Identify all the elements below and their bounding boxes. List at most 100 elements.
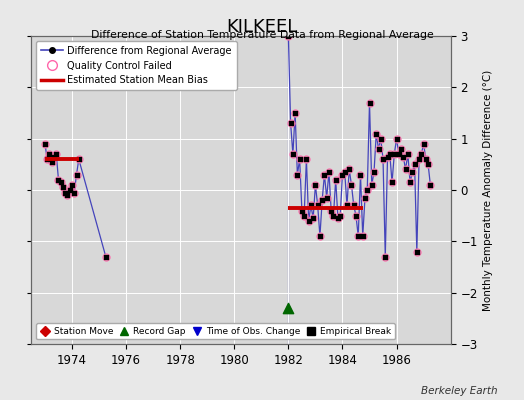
- Point: [296, 156, 304, 162]
- Point: [320, 171, 329, 178]
- Point: [102, 254, 110, 260]
- Point: [377, 136, 385, 142]
- Point: [356, 171, 365, 178]
- Point: [45, 151, 53, 157]
- Point: [325, 169, 333, 175]
- Point: [332, 176, 340, 183]
- Point: [54, 176, 63, 183]
- Point: [343, 202, 351, 209]
- Point: [293, 171, 302, 178]
- Point: [374, 146, 383, 152]
- Point: [63, 192, 72, 198]
- Point: [293, 171, 302, 178]
- Point: [302, 156, 311, 162]
- Point: [313, 202, 322, 209]
- Point: [367, 182, 376, 188]
- Point: [66, 187, 74, 193]
- Point: [419, 141, 428, 147]
- Point: [363, 187, 372, 193]
- Point: [345, 166, 353, 173]
- Point: [352, 212, 360, 219]
- Point: [307, 202, 315, 209]
- Point: [316, 233, 324, 239]
- Point: [336, 212, 344, 219]
- Point: [408, 169, 417, 175]
- Point: [318, 197, 326, 204]
- Point: [347, 182, 356, 188]
- Point: [59, 184, 67, 191]
- Point: [386, 151, 394, 157]
- Point: [311, 182, 320, 188]
- Point: [70, 189, 79, 196]
- Point: [372, 130, 380, 137]
- Point: [72, 171, 81, 178]
- Point: [347, 182, 356, 188]
- Point: [417, 151, 425, 157]
- Point: [422, 156, 430, 162]
- Text: Berkeley Earth: Berkeley Earth: [421, 386, 498, 396]
- Point: [327, 207, 335, 214]
- Point: [395, 151, 403, 157]
- Point: [361, 194, 369, 201]
- Point: [392, 136, 401, 142]
- Point: [50, 154, 58, 160]
- Point: [66, 187, 74, 193]
- Point: [426, 182, 434, 188]
- Point: [318, 197, 326, 204]
- Point: [41, 141, 49, 147]
- Point: [415, 156, 423, 162]
- Point: [390, 151, 398, 157]
- Point: [300, 212, 308, 219]
- Point: [370, 169, 378, 175]
- Point: [341, 169, 349, 175]
- Point: [424, 161, 432, 168]
- Point: [410, 161, 419, 168]
- Point: [377, 136, 385, 142]
- Point: [284, 33, 292, 39]
- Point: [70, 189, 79, 196]
- Point: [372, 130, 380, 137]
- Point: [395, 151, 403, 157]
- Point: [354, 233, 363, 239]
- Point: [68, 182, 76, 188]
- Point: [381, 254, 389, 260]
- Point: [329, 212, 337, 219]
- Point: [410, 161, 419, 168]
- Point: [397, 146, 405, 152]
- Point: [313, 202, 322, 209]
- Point: [289, 151, 297, 157]
- Point: [102, 254, 110, 260]
- Y-axis label: Monthly Temperature Anomaly Difference (°C): Monthly Temperature Anomaly Difference (…: [483, 69, 493, 311]
- Point: [61, 189, 70, 196]
- Point: [390, 151, 398, 157]
- Point: [339, 171, 347, 178]
- Point: [363, 187, 372, 193]
- Point: [289, 151, 297, 157]
- Point: [298, 207, 306, 214]
- Point: [412, 248, 421, 255]
- Point: [57, 179, 65, 186]
- Point: [403, 151, 412, 157]
- Point: [72, 171, 81, 178]
- Point: [374, 146, 383, 152]
- Point: [339, 171, 347, 178]
- Point: [57, 179, 65, 186]
- Point: [361, 194, 369, 201]
- Point: [302, 156, 311, 162]
- Point: [352, 212, 360, 219]
- Point: [392, 136, 401, 142]
- Point: [296, 156, 304, 162]
- Point: [334, 215, 342, 222]
- Point: [365, 100, 374, 106]
- Point: [386, 151, 394, 157]
- Point: [384, 154, 392, 160]
- Point: [417, 151, 425, 157]
- Point: [284, 33, 292, 39]
- Point: [367, 182, 376, 188]
- Point: [52, 151, 60, 157]
- Point: [419, 141, 428, 147]
- Point: [287, 120, 295, 126]
- Point: [74, 156, 83, 162]
- Point: [415, 156, 423, 162]
- Point: [397, 146, 405, 152]
